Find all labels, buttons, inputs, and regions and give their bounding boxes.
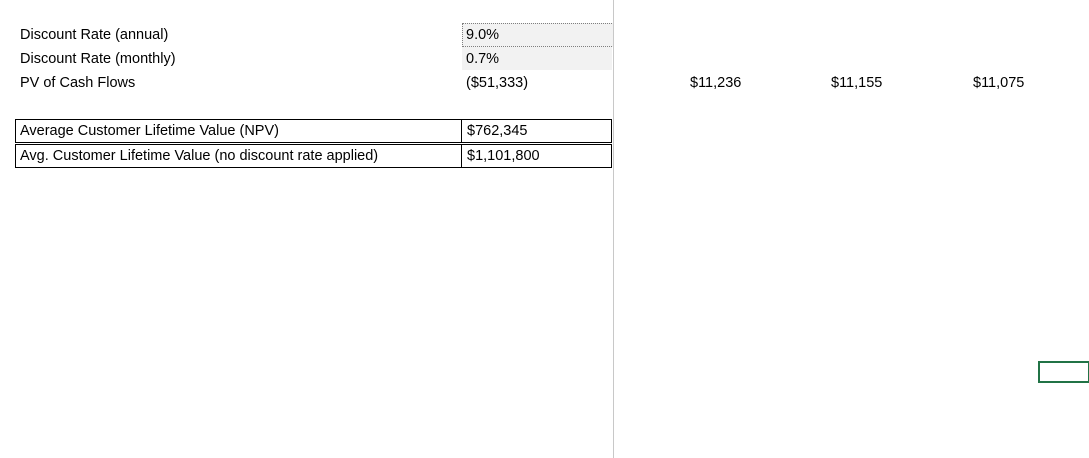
pv-month-2-value[interactable]: $11,155 bbox=[831, 75, 883, 91]
no-discount-label: Avg. Customer Lifetime Value (no discoun… bbox=[20, 148, 379, 164]
pv-month-1-value[interactable]: $11,236 bbox=[690, 75, 742, 91]
pv-cash-flows-label: PV of Cash Flows bbox=[20, 75, 136, 91]
discount-annual-value[interactable]: 9.0% bbox=[466, 27, 500, 43]
pv-month-3-value[interactable]: $11,075 bbox=[973, 75, 1025, 91]
cell-divider bbox=[461, 120, 462, 142]
no-discount-value[interactable]: $1,101,800 bbox=[467, 148, 540, 164]
discount-monthly-label: Discount Rate (monthly) bbox=[20, 51, 176, 67]
freeze-pane-divider bbox=[613, 0, 614, 458]
discount-monthly-input-cell[interactable] bbox=[462, 47, 612, 70]
npv-value[interactable]: $762,345 bbox=[467, 123, 528, 139]
pv-cash-flows-value[interactable]: ($51,333) bbox=[466, 75, 529, 91]
no-discount-summary-row[interactable]: Avg. Customer Lifetime Value (no discoun… bbox=[15, 144, 612, 168]
active-cell-selection[interactable] bbox=[1038, 361, 1089, 383]
cell-divider bbox=[461, 145, 462, 167]
discount-annual-label: Discount Rate (annual) bbox=[20, 27, 169, 43]
npv-label: Average Customer Lifetime Value (NPV) bbox=[20, 123, 279, 139]
discount-monthly-value[interactable]: 0.7% bbox=[466, 51, 500, 67]
npv-summary-row[interactable]: Average Customer Lifetime Value (NPV) $7… bbox=[15, 119, 612, 143]
discount-annual-input-cell[interactable] bbox=[462, 23, 614, 47]
